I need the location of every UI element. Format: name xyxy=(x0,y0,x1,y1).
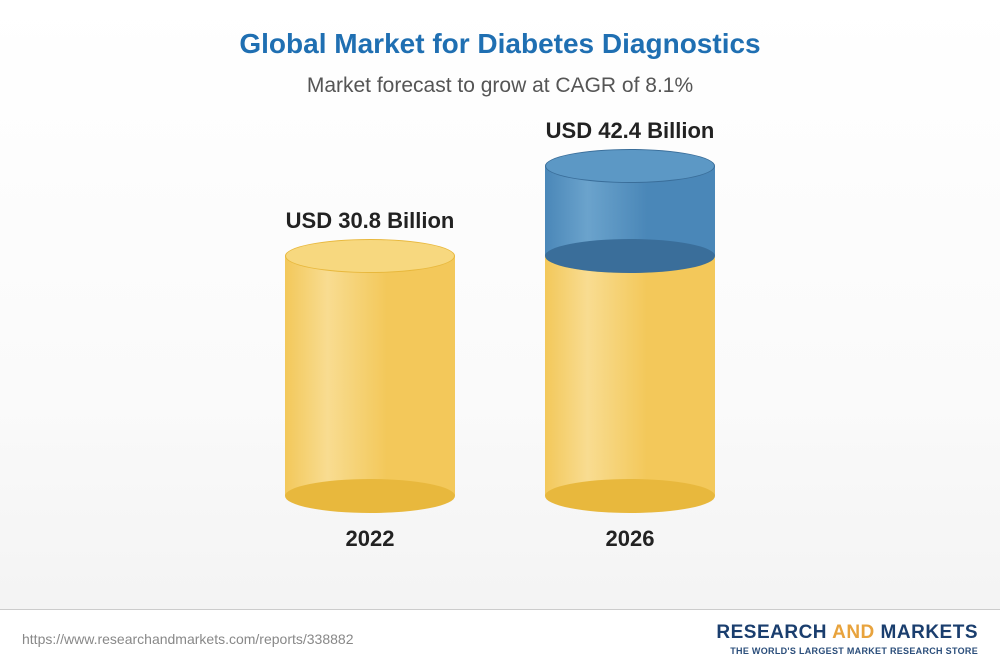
cylinder-shape xyxy=(285,256,455,496)
footer-url: https://www.researchandmarkets.com/repor… xyxy=(22,631,354,647)
bar-year-label: 2026 xyxy=(606,526,655,552)
cylinder-bar: USD 30.8 Billion 2022 xyxy=(285,208,455,552)
cylinder-bar: USD 42.4 Billion 2026 xyxy=(545,118,715,552)
logo-text: RESEARCH AND MARKETS xyxy=(716,622,978,644)
bar-year-label: 2022 xyxy=(346,526,395,552)
chart-title: Global Market for Diabetes Diagnostics xyxy=(0,0,1000,60)
logo-word-3: MARKETS xyxy=(881,622,978,643)
chart-subtitle: Market forecast to grow at CAGR of 8.1% xyxy=(0,60,1000,98)
logo-word-1: RESEARCH xyxy=(716,622,827,643)
logo-word-2: AND xyxy=(832,622,875,643)
bar-value-label: USD 30.8 Billion xyxy=(286,208,455,234)
logo-tagline: THE WORLD'S LARGEST MARKET RESEARCH STOR… xyxy=(716,646,978,656)
footer: https://www.researchandmarkets.com/repor… xyxy=(0,609,1000,667)
footer-logo: RESEARCH AND MARKETS THE WORLD'S LARGEST… xyxy=(716,622,978,656)
bar-value-label: USD 42.4 Billion xyxy=(546,118,715,144)
cylinder-shape xyxy=(545,166,715,496)
cylinder-bars: USD 30.8 Billion 2022 USD 42.4 Billion 2026 xyxy=(0,118,1000,552)
chart-container: Global Market for Diabetes Diagnostics M… xyxy=(0,0,1000,667)
